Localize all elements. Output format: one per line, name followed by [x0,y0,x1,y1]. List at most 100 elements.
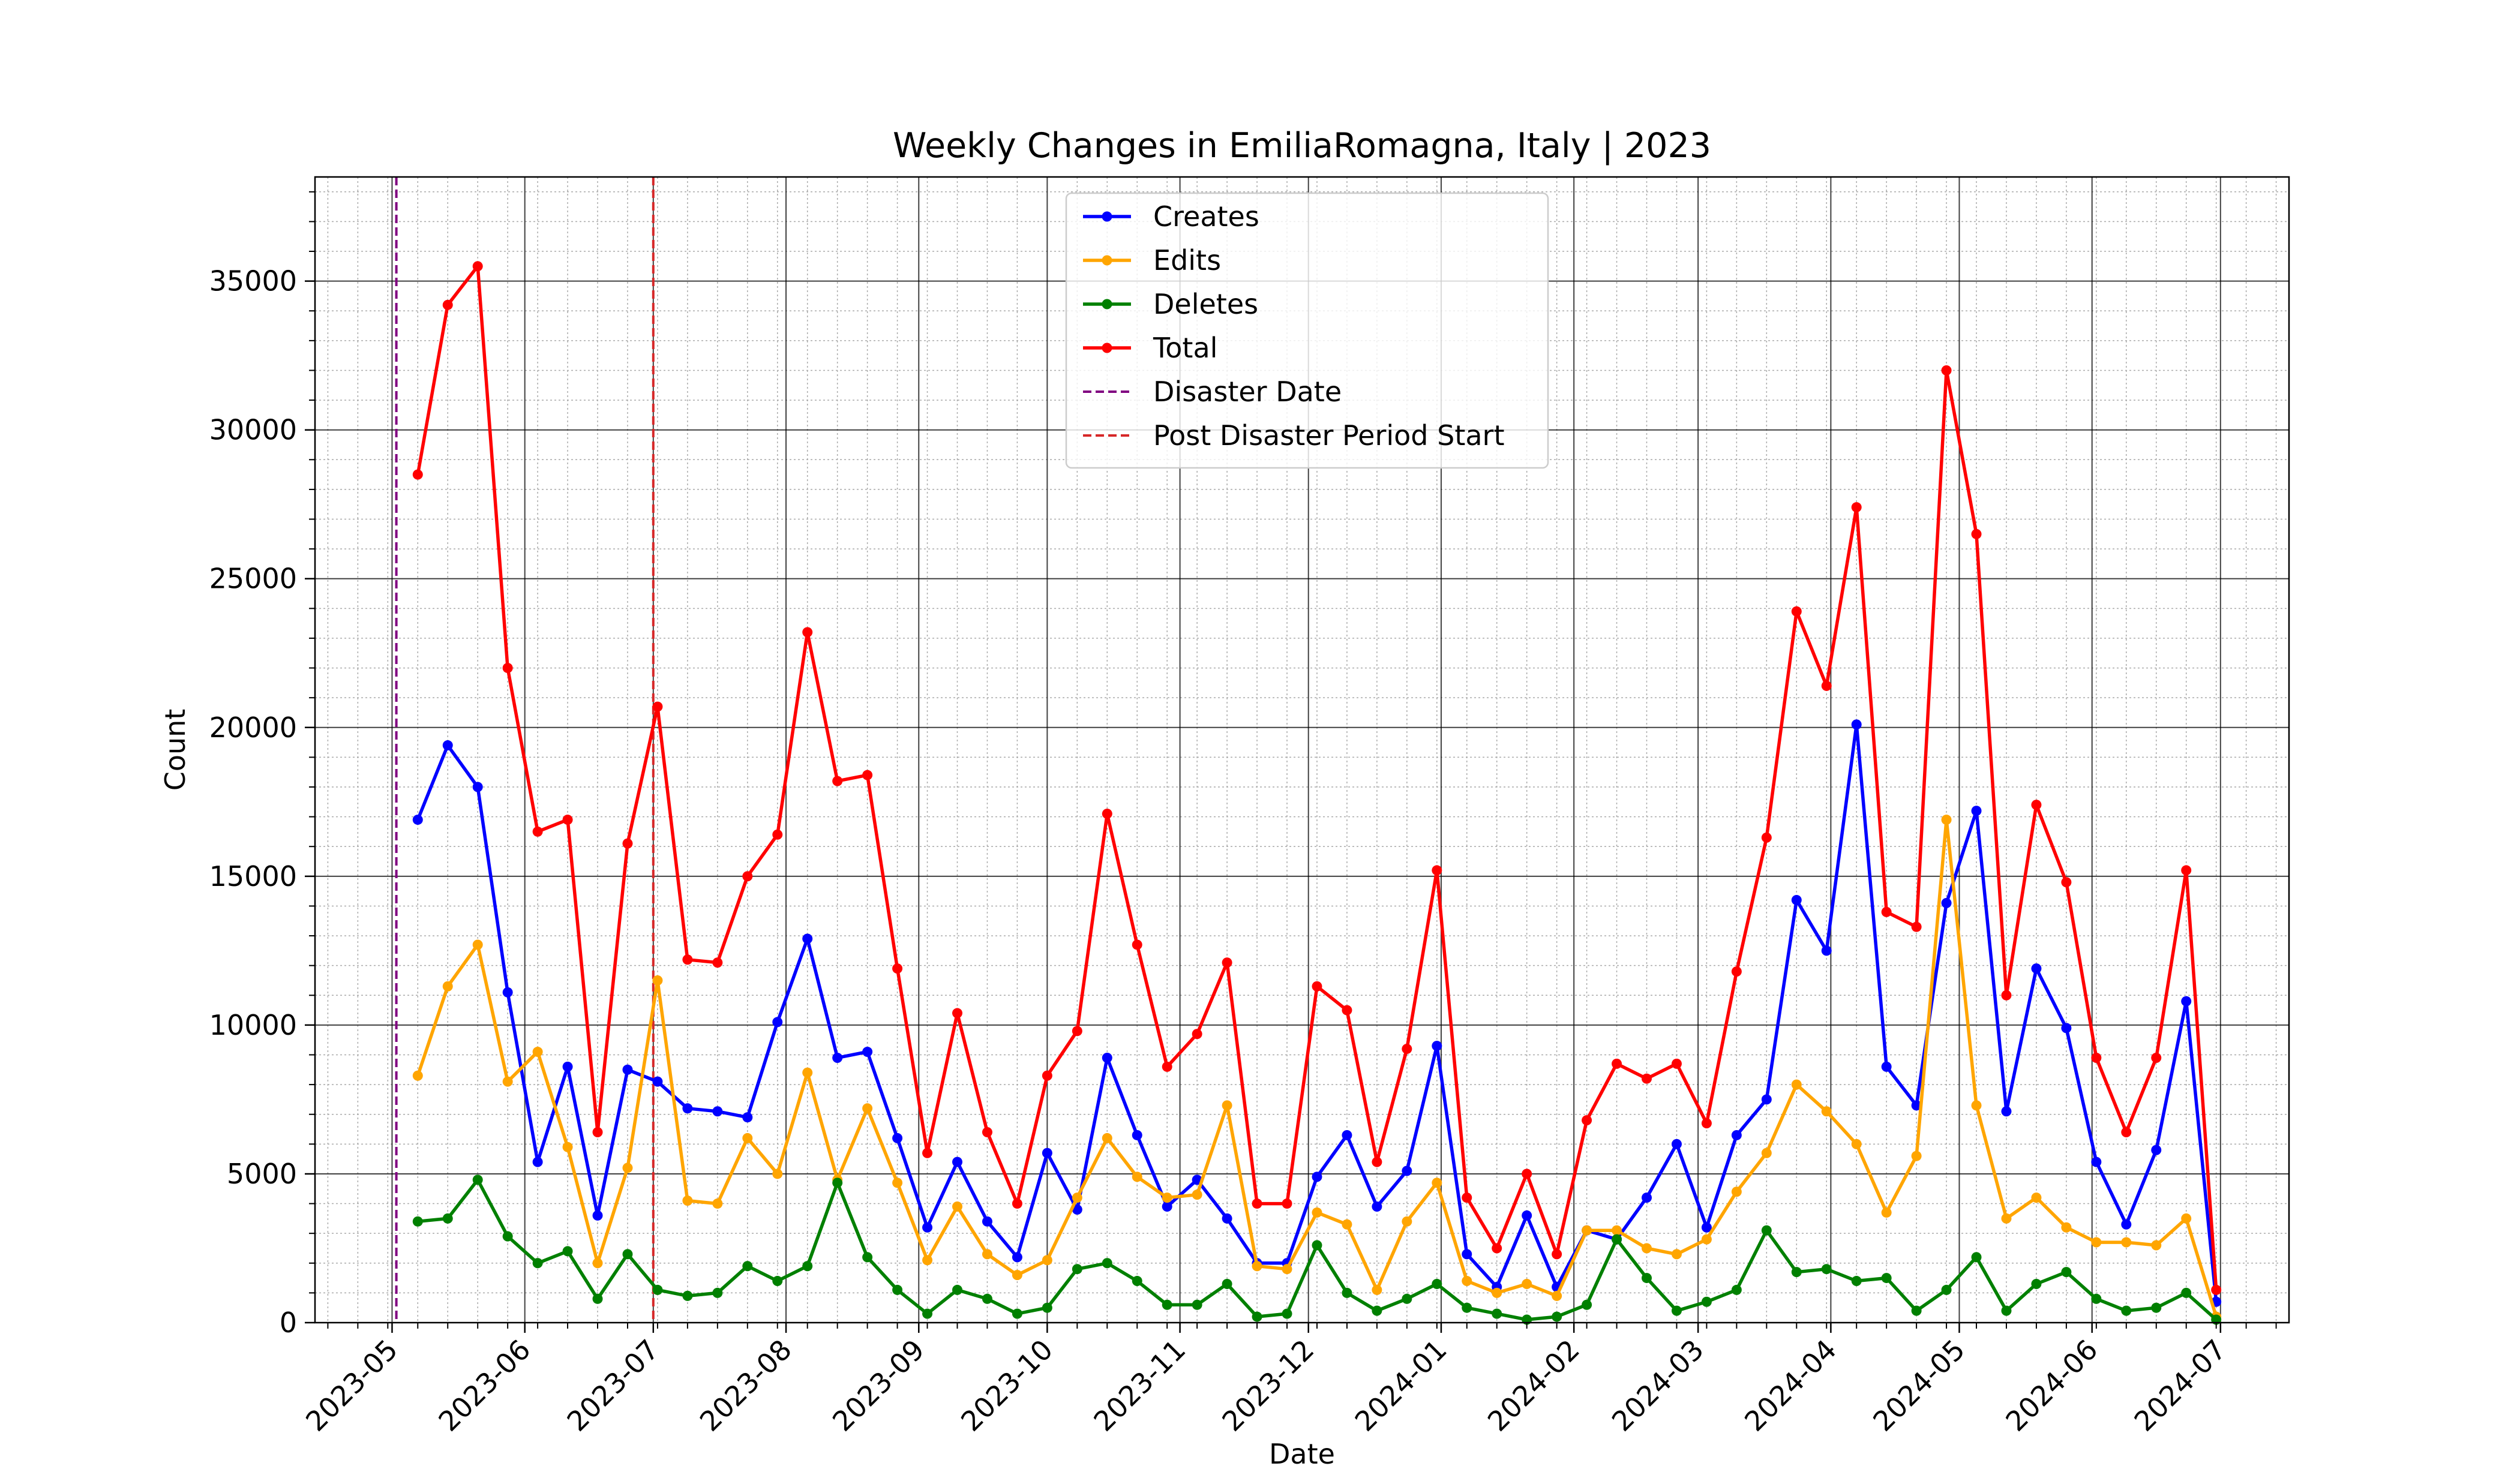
data-point [772,1276,783,1287]
legend: Creates Edits Deletes Total Disaster Date Pos… [1065,192,1549,469]
data-point [1162,1192,1172,1203]
data-point [472,782,483,792]
data-point [1851,502,1862,513]
data-point [1911,1305,1922,1316]
data-point [1821,945,1832,956]
data-point [2151,1302,2162,1313]
data-point [1162,1061,1172,1072]
data-point [1432,1279,1442,1290]
data-point [2061,877,2072,888]
data-point [1072,1026,1082,1037]
data-point [1402,1216,1412,1227]
x-axis-label: Date [1269,1438,1335,1470]
data-point [1042,1255,1052,1266]
data-point [892,963,903,974]
data-point [562,815,573,825]
data-point [2181,1287,2192,1298]
data-point [1881,1273,1892,1284]
data-point [1462,1276,1472,1287]
series-edits [412,815,2222,1322]
data-point [2151,1052,2162,1063]
data-point [562,1061,573,1072]
data-point [2181,996,2192,1007]
data-point [1911,1100,1922,1111]
data-point [1192,1029,1202,1040]
data-point [1252,1261,1262,1272]
data-point [772,829,783,840]
y-tick-label: 15000 [209,860,297,893]
y-tick-label: 30000 [209,414,297,446]
y-tick-label: 25000 [209,563,297,595]
data-point [1971,806,1982,816]
data-point [1701,1234,1712,1245]
data-point [1552,1249,1562,1260]
y-tick-label: 0 [280,1306,297,1339]
data-point [2091,1293,2102,1304]
data-point [1012,1270,1022,1281]
data-point [652,1284,663,1295]
data-point [682,1290,693,1301]
data-point [502,1076,513,1087]
data-point [2031,1192,2042,1203]
data-point [1821,1106,1832,1117]
data-point [2031,963,2042,974]
data-point [1072,1204,1082,1215]
y-tick-label: 10000 [209,1009,297,1041]
data-point [1372,1305,1382,1316]
data-point [952,1156,962,1167]
data-point [952,1201,962,1212]
data-point [712,1106,723,1117]
legend-marker [1102,255,1112,266]
data-point [1911,1150,1922,1161]
data-point [892,1132,903,1143]
series-creates [412,719,2222,1307]
data-point [562,1141,573,1152]
data-point [1701,1222,1712,1233]
data-point [982,1216,992,1227]
data-point [1731,966,1742,977]
data-point [682,954,693,965]
data-point [1012,1308,1022,1319]
data-point [922,1308,933,1319]
data-point [1522,1168,1532,1179]
data-point [1012,1198,1022,1209]
data-point [1642,1243,1652,1254]
data-point [1791,1079,1802,1090]
data-point [2211,1284,2222,1295]
data-point [1222,957,1232,968]
data-point [1971,1252,1982,1263]
data-point [982,1293,992,1304]
data-point [1072,1264,1082,1275]
data-point [832,776,843,786]
data-point [1162,1299,1172,1310]
data-point [712,1287,723,1298]
legend-marker [1102,299,1112,310]
data-point [2031,1279,2042,1290]
data-point [592,1126,603,1137]
data-point [1132,1129,1142,1140]
series-total [412,261,2222,1295]
y-axis-label: Count [159,709,191,791]
legend-label: Edits [1153,244,1221,277]
data-point [862,1047,873,1058]
data-point [1941,815,1952,825]
data-point [1761,832,1772,843]
data-point [952,1284,962,1295]
data-point [1851,1276,1862,1287]
data-point [682,1195,693,1206]
data-point [1701,1118,1712,1129]
data-point [922,1147,933,1158]
data-point [1372,1284,1382,1295]
data-point [862,1103,873,1114]
data-point [742,1132,753,1143]
data-point [1522,1279,1532,1290]
data-point [952,1008,962,1019]
data-point [1582,1115,1592,1126]
data-point [1552,1290,1562,1301]
data-point [532,1156,543,1167]
data-point [442,740,453,751]
data-point [1372,1156,1382,1167]
data-point [2061,1222,2072,1233]
data-point [442,981,453,992]
data-point [532,826,543,837]
